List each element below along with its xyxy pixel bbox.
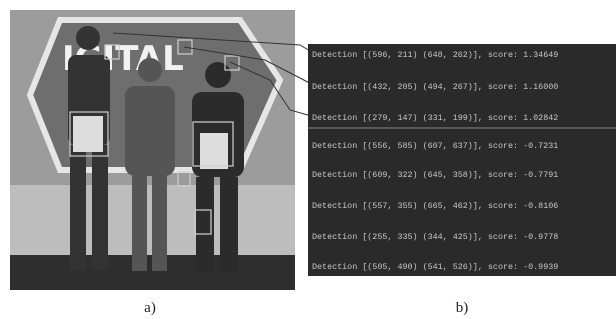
- figure: IGITAL Detection [(596, 211) (648, 262)]…: [0, 0, 616, 319]
- detection-line: Detection [(505, 490) (541, 526)], score…: [312, 262, 558, 272]
- detection-line: Detection [(609, 322) (645, 358)], score…: [312, 170, 558, 180]
- detection-line: Detection [(556, 585) (607, 637)], score…: [312, 141, 558, 151]
- caption-b: b): [456, 300, 469, 316]
- detection-line: Detection [(279, 147) (331, 199)], score…: [312, 113, 558, 123]
- photo: IGITAL: [10, 10, 295, 290]
- detection-line: Detection [(432, 205) (494, 267)], score…: [312, 82, 558, 92]
- detection-line: Detection [(596, 211) (648, 262)], score…: [312, 50, 558, 60]
- detection-line: Detection [(557, 355) (665, 462)], score…: [312, 201, 558, 211]
- detection-line: Detection [(255, 335) (344, 425)], score…: [312, 232, 558, 242]
- caption-a: a): [144, 300, 156, 316]
